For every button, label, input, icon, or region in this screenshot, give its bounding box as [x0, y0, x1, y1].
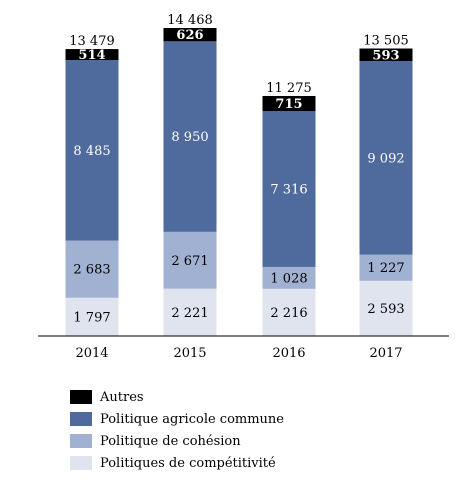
bar-segment-politiques-de-competitivite-2017 — [359, 280, 413, 336]
total-label-2014: 13 479 — [69, 34, 115, 49]
legend-label-politique-de-cohesion: Politique de cohésion — [100, 433, 241, 449]
legend-item-politique-de-cohesion: Politique de cohésion — [70, 430, 284, 452]
bar-segment-autres-2015 — [163, 28, 217, 42]
data-label-politique-agricole-commune-2015: 8 950 — [171, 130, 208, 145]
legend-item-politiques-de-competitivite: Politiques de compétitivité — [70, 452, 284, 474]
bar-segment-politiques-de-competitivite-2015 — [163, 288, 217, 336]
data-label-politique-de-cohesion-2015: 2 671 — [171, 254, 208, 269]
bar-segment-politique-de-cohesion-2017 — [359, 254, 413, 281]
bar-segment-politique-agricole-commune-2016 — [262, 111, 316, 267]
ticks-layer: 2014 2015 2016 2017 — [75, 346, 402, 361]
bar-segment-politique-agricole-commune-2014 — [65, 59, 119, 241]
data-label-politique-agricole-commune-2016: 7 316 — [270, 183, 307, 198]
legend-swatch-autres — [70, 390, 92, 404]
total-label-2017: 13 505 — [363, 34, 409, 49]
data-label-politique-agricole-commune-2017: 9 092 — [367, 151, 404, 166]
bar-segment-politique-de-cohesion-2014 — [65, 240, 119, 298]
data-label-autres-2015: 626 — [176, 28, 203, 43]
bar-segment-autres-2017 — [359, 48, 413, 62]
bar-segment-politique-de-cohesion-2016 — [262, 266, 316, 289]
data-label-politiques-de-competitivite-2014: 1 797 — [73, 310, 110, 325]
data-label-politique-agricole-commune-2014: 8 485 — [73, 144, 110, 159]
data-label-politique-de-cohesion-2014: 2 683 — [73, 263, 110, 278]
x-tick-label-2016: 2016 — [272, 346, 305, 361]
data-label-politiques-de-competitivite-2016: 2 216 — [270, 306, 307, 321]
legend: Autres Politique agricole commune Politi… — [70, 386, 284, 474]
bars-layer — [65, 28, 413, 336]
x-tick-label-2014: 2014 — [75, 346, 108, 361]
data-label-politiques-de-competitivite-2015: 2 221 — [171, 306, 208, 321]
bar-segment-politiques-de-competitivite-2014 — [65, 297, 119, 336]
bar-segment-politiques-de-competitivite-2016 — [262, 288, 316, 336]
x-tick-label-2015: 2015 — [173, 346, 206, 361]
legend-swatch-politiques-de-competitivite — [70, 456, 92, 470]
total-label-2016: 11 275 — [266, 81, 312, 96]
bar-segment-politique-agricole-commune-2015 — [163, 41, 217, 232]
bar-segment-politique-agricole-commune-2017 — [359, 61, 413, 255]
legend-swatch-politique-de-cohesion — [70, 434, 92, 448]
bar-segment-autres-2014 — [65, 49, 119, 60]
data-label-politique-de-cohesion-2016: 1 028 — [270, 271, 307, 286]
total-label-2015: 14 468 — [167, 13, 213, 28]
bar-segment-politique-de-cohesion-2015 — [163, 231, 217, 289]
x-tick-label-2017: 2017 — [369, 346, 402, 361]
legend-label-politique-agricole-commune: Politique agricole commune — [100, 411, 284, 427]
data-label-politique-de-cohesion-2017: 1 227 — [367, 261, 404, 276]
data-label-autres-2014: 514 — [78, 48, 105, 63]
legend-item-autres: Autres — [70, 386, 284, 408]
data-label-autres-2017: 593 — [372, 48, 399, 63]
data-label-politiques-de-competitivite-2017: 2 593 — [367, 302, 404, 317]
data-label-autres-2016: 715 — [275, 97, 302, 112]
legend-item-politique-agricole-commune: Politique agricole commune — [70, 408, 284, 430]
legend-label-politiques-de-competitivite: Politiques de compétitivité — [100, 455, 276, 471]
legend-label-autres: Autres — [100, 389, 144, 405]
bar-segment-autres-2016 — [262, 95, 316, 112]
legend-swatch-politique-agricole-commune — [70, 412, 92, 426]
